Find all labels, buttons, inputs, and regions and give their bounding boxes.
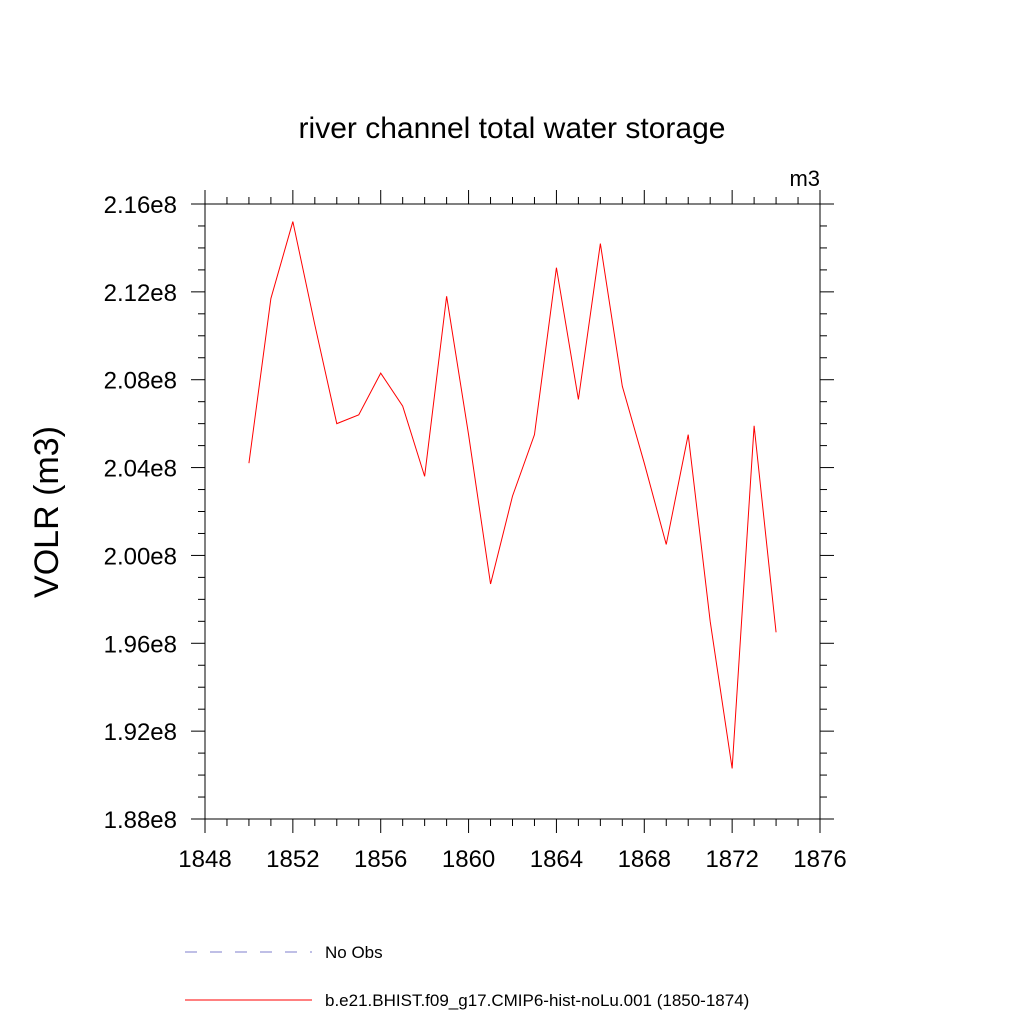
y-axis: 1.88e8 1.92e8 1.96e8 2.00e8 2.04e8 2.08e8 2.12… [104,192,834,834]
x-tick-label: 1848 [178,846,231,873]
x-tick-label: 1864 [530,846,583,873]
y-tick-label: 2.08e8 [104,368,177,395]
x-axis: 1848 1852 1856 1860 1864 1868 1872 1876 [178,190,847,873]
x-tick-label: 1876 [793,846,846,873]
series-line [248,221,777,769]
units-label: m3 [789,166,820,191]
y-tick-label: 2.00e8 [104,543,177,570]
x-tick-label: 1868 [618,846,671,873]
x-tick-label: 1860 [442,846,495,873]
legend-label: b.e21.BHIST.f09_g17.CMIP6-hist-noLu.001 … [325,991,749,1010]
y-axis-label: VOLR (m3) [28,426,66,598]
legend-label: No Obs [325,943,383,962]
y-tick-label: 1.88e8 [104,807,177,834]
plot-frame [204,203,821,820]
legend: No Obs b.e21.BHIST.f09_g17.CMIP6-hist-noL… [185,943,749,1010]
y-tick-label: 1.96e8 [104,631,177,658]
chart-title: river channel total water storage [299,112,726,145]
y-tick-label: 1.92e8 [104,719,177,746]
series-layer [248,221,777,769]
x-tick-label: 1856 [354,846,407,873]
y-tick-label: 2.12e8 [104,280,177,307]
x-tick-label: 1852 [266,846,319,873]
y-tick-label: 2.04e8 [104,456,177,483]
y-tick-label: 2.16e8 [104,192,177,219]
x-tick-label: 1872 [705,846,758,873]
